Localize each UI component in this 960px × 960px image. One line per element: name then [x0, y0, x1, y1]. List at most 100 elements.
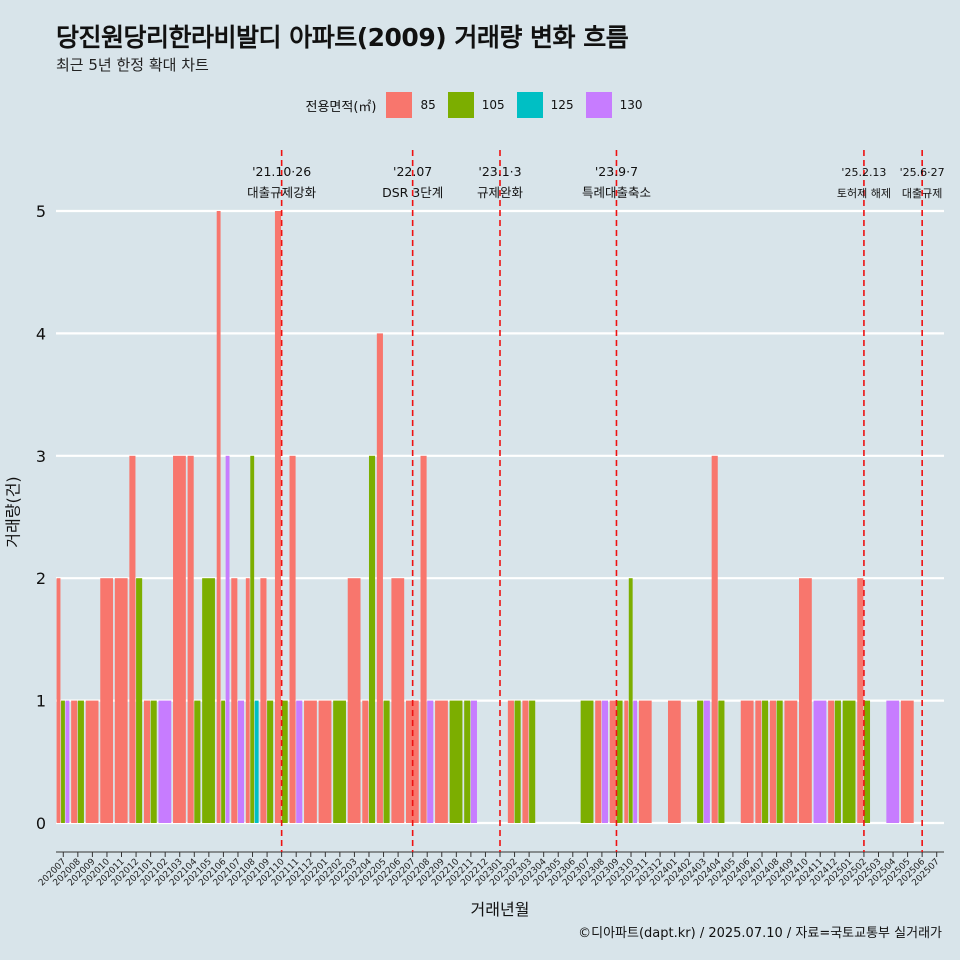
page-subtitle: 최근 5년 한정 확대 차트	[56, 56, 209, 74]
annotation-date-1: '22.07	[393, 164, 432, 179]
bar-202106-105	[221, 700, 226, 823]
bar-202308-85	[595, 700, 602, 823]
source-caption: ©디아파트(dapt.kr) / 2025.07.10 / 자료=국토교통부 실…	[578, 926, 942, 941]
annotation-label-2: 규제완화	[477, 185, 524, 200]
bar-202102-130	[158, 700, 172, 823]
bar-202309-105	[616, 700, 623, 823]
legend-swatch-85	[386, 92, 413, 118]
bar-202205-105	[383, 700, 390, 823]
bar-202208-85	[420, 455, 427, 823]
bar-202011-85	[114, 578, 128, 823]
bar-202108-85	[245, 578, 250, 823]
bar-202007-85	[56, 578, 61, 823]
legend-swatch-125	[516, 92, 543, 118]
legend-swatch-130	[585, 92, 612, 118]
annotation-label-4: 토허제 해제	[837, 186, 891, 200]
bar-202010-85	[100, 578, 114, 823]
bar-202205-85	[376, 333, 383, 823]
bar-202307-105	[580, 700, 594, 823]
legend-label-85: 85	[420, 98, 436, 112]
bar-202203-85	[347, 578, 361, 823]
bar-202208-130	[427, 700, 434, 823]
annotation-date-0: '21.10·26	[252, 164, 311, 179]
x-axis-label: 거래년월	[470, 900, 530, 919]
bar-202103-85	[173, 455, 186, 823]
bar-202410-85	[799, 578, 812, 823]
bar-202110-85	[274, 211, 282, 823]
bar-202408-105	[776, 700, 783, 823]
bar-202111-130	[296, 700, 303, 823]
bar-202407-105	[762, 700, 769, 823]
bar-202106-85	[216, 211, 221, 823]
annotation-label-5: 대출규제	[902, 187, 942, 200]
bar-202407-85	[755, 700, 762, 823]
bar-202303-105	[529, 700, 536, 823]
annotation-label-1: DSR 3단계	[382, 185, 443, 200]
bar-202101-85	[143, 700, 151, 823]
bar-202404-85	[711, 455, 718, 823]
bar-202108-105	[250, 455, 255, 823]
bar-202308-130	[601, 700, 608, 823]
bar-202104-105	[194, 700, 201, 823]
bar-202202-105	[333, 700, 346, 823]
bar-202012-85	[129, 455, 136, 823]
bar-202204-105	[368, 455, 376, 823]
bar-202206-85	[391, 578, 405, 823]
annotation-date-2: '23.1·3	[478, 164, 521, 179]
bar-202107-130	[237, 700, 245, 823]
bar-202201-85	[318, 700, 332, 823]
legend-title: 전용면적(㎡)	[305, 99, 377, 115]
bar-202403-130	[703, 700, 710, 823]
bar-202108-125	[254, 700, 259, 823]
bar-202209-85	[435, 700, 448, 823]
y-axis-label: 거래량(건)	[3, 476, 23, 548]
bar-202105-105	[202, 578, 215, 823]
legend-label-130: 130	[619, 98, 643, 112]
bar-202007-105	[61, 700, 65, 823]
annotation-date-5: '25.6·27	[900, 166, 945, 179]
bar-202309-85	[609, 700, 616, 823]
y-tick-label-2: 2	[36, 569, 46, 588]
legend-item-125: 125	[516, 92, 574, 118]
bar-202009-85	[85, 700, 99, 823]
bar-202501-105	[842, 700, 856, 823]
bar-202502-85	[857, 578, 864, 823]
bar-202211-130	[470, 700, 477, 823]
bar-202412-85	[828, 700, 835, 823]
bar-202303-85	[522, 700, 529, 823]
legend-item-85: 85	[386, 92, 436, 118]
bar-202409-85	[784, 700, 798, 823]
y-tick-label-1: 1	[36, 692, 46, 711]
bar-202107-85	[231, 578, 238, 823]
bar-202109-105	[267, 700, 274, 823]
y-tick-label-3: 3	[36, 447, 46, 466]
y-tick-label-5: 5	[36, 202, 46, 221]
bar-202310-85	[624, 700, 629, 823]
page-title: 당진원당리한라비발디 아파트(2009) 거래량 변화 흐름	[56, 23, 629, 52]
bar-202310-130	[633, 700, 638, 823]
legend-label-125: 125	[550, 98, 574, 112]
bar-202406-85	[740, 700, 754, 823]
bar-202404-105	[718, 700, 725, 823]
bar-202311-85	[638, 700, 652, 823]
bar-202210-105	[449, 700, 463, 823]
annotation-date-3: '23.9·7	[595, 164, 638, 179]
bar-202112-85	[304, 700, 317, 823]
bar-202502-105	[863, 700, 871, 823]
bar-202007-130	[65, 700, 70, 823]
bar-202505-85	[900, 700, 914, 823]
legend-item-130: 130	[585, 92, 643, 118]
bar-202412-105	[834, 700, 841, 823]
bar-202012-105	[136, 578, 143, 823]
y-tick-label-0: 0	[36, 814, 46, 833]
bar-202106-130	[225, 455, 230, 823]
bar-202302-85	[507, 700, 514, 823]
annotation-label-0: 대출규제강화	[247, 185, 317, 200]
bar-202211-105	[464, 700, 471, 823]
bar-202110-105	[281, 700, 288, 823]
legend-item-105: 105	[447, 92, 505, 118]
annotation-date-4: '25.2.13	[841, 166, 886, 179]
bar-202504-130	[886, 700, 900, 823]
bar-202411-130	[813, 700, 827, 823]
